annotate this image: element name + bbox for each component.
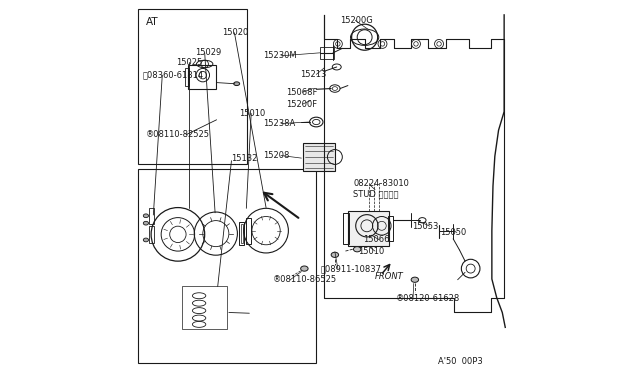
Text: ⓝ08911-10837: ⓝ08911-10837 <box>321 264 381 273</box>
Text: ®08110-82525: ®08110-82525 <box>147 130 211 139</box>
Text: 15010: 15010 <box>358 247 385 256</box>
Text: 08224-83010: 08224-83010 <box>353 179 410 187</box>
Text: ®08110-86525: ®08110-86525 <box>273 275 337 284</box>
Text: 15068F: 15068F <box>286 88 317 97</box>
Bar <box>348 211 389 246</box>
Text: FRONT: FRONT <box>375 272 404 280</box>
Text: 15010: 15010 <box>239 109 265 118</box>
Text: AT: AT <box>147 17 159 27</box>
Bar <box>388 216 392 241</box>
Text: 15200G: 15200G <box>340 16 373 25</box>
Text: 15200F: 15200F <box>286 100 317 109</box>
Text: STUD スタック: STUD スタック <box>353 189 399 198</box>
Text: 15025: 15025 <box>175 58 202 67</box>
Ellipse shape <box>234 82 239 86</box>
Ellipse shape <box>411 277 419 282</box>
Text: 15029: 15029 <box>195 48 221 57</box>
Bar <box>149 208 154 224</box>
Ellipse shape <box>143 221 148 225</box>
Text: 15053: 15053 <box>412 222 438 231</box>
Text: 15208: 15208 <box>264 151 290 160</box>
Ellipse shape <box>143 238 148 242</box>
Bar <box>320 47 334 59</box>
Bar <box>182 286 227 329</box>
Bar <box>239 222 244 245</box>
Bar <box>149 226 154 243</box>
Text: 15230M: 15230M <box>264 51 297 60</box>
Text: 15050: 15050 <box>440 228 466 237</box>
Bar <box>138 9 248 164</box>
Ellipse shape <box>353 247 361 252</box>
Bar <box>186 68 189 86</box>
Bar <box>241 224 243 243</box>
Bar <box>138 169 316 363</box>
Bar <box>343 213 349 244</box>
Text: Ⓢ08360-61814: Ⓢ08360-61814 <box>142 71 204 80</box>
Bar <box>188 65 216 89</box>
Ellipse shape <box>143 214 148 218</box>
Text: 15020: 15020 <box>223 28 249 37</box>
Bar <box>303 143 335 171</box>
Text: 15238A: 15238A <box>264 119 296 128</box>
Bar <box>246 218 251 244</box>
Text: 15066: 15066 <box>364 235 390 244</box>
Ellipse shape <box>301 266 308 271</box>
Ellipse shape <box>331 252 339 257</box>
Text: 15132: 15132 <box>232 154 258 163</box>
Text: ®08120-61628: ®08120-61628 <box>396 294 460 303</box>
Text: 15213: 15213 <box>300 70 326 79</box>
Text: A'50  00P3: A'50 00P3 <box>438 357 483 366</box>
